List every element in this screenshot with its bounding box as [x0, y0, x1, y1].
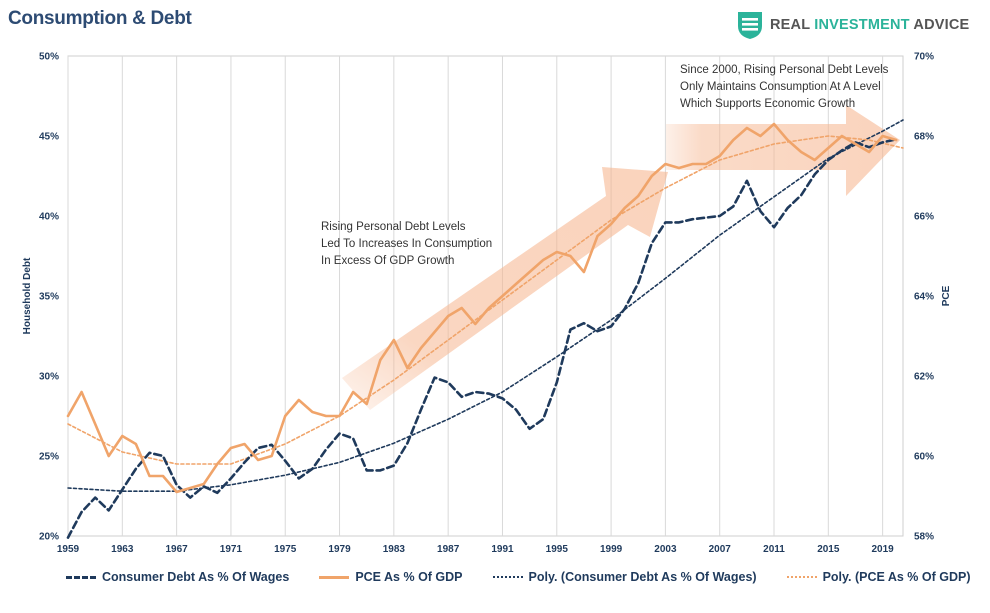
- y-right-tick-label: 68%: [914, 132, 934, 143]
- x-tick-label: 1995: [546, 544, 569, 555]
- legend-swatch: [319, 575, 350, 579]
- tick-labels: 1959 1963 1967 1971 1975 1979 1983 1987 1991 1995…: [39, 52, 934, 556]
- legend-swatch: [66, 575, 96, 579]
- x-tick-label: 1987: [437, 544, 460, 555]
- legend-item-poly-pce: Poly. (PCE As % Of GDP): [786, 570, 971, 584]
- y-left-tick-label: 25%: [39, 452, 59, 463]
- x-tick-label: 1975: [274, 544, 297, 555]
- annotation-line: Rising Personal Debt Levels: [321, 221, 466, 233]
- x-tick-label: 1967: [165, 544, 188, 555]
- y-left-tick-label: 40%: [39, 212, 59, 223]
- x-tick-label: 1979: [328, 544, 351, 555]
- annotation-line: Since 2000, Rising Personal Debt Levels: [680, 64, 889, 76]
- legend: Consumer Debt As % Of Wages PCE As % Of …: [66, 570, 971, 584]
- trend-arrow-rising: [342, 167, 668, 410]
- legend-label: Poly. (PCE As % Of GDP): [822, 570, 971, 584]
- series-line-3: [67, 119, 904, 493]
- brand-name: REAL INVESTMENT ADVICE: [770, 17, 970, 33]
- legend-item-consumer-debt: Consumer Debt As % Of Wages: [66, 570, 289, 584]
- legend-label: PCE As % Of GDP: [355, 570, 463, 584]
- annotation-line: In Excess Of GDP Growth: [321, 255, 454, 267]
- x-tick-label: 2015: [817, 544, 840, 555]
- annotation-line: Led To Increases In Consumption: [321, 238, 492, 250]
- series-line-2: [66, 122, 898, 494]
- x-tick-label: 1959: [57, 544, 80, 555]
- x-tick-label: 2003: [654, 544, 677, 555]
- legend-label: Poly. (Consumer Debt As % Of Wages): [528, 570, 757, 584]
- series-line-1: [66, 137, 898, 539]
- annotation-line: Only Maintains Consumption At A Level: [680, 81, 881, 93]
- y-right-tick-label: 64%: [914, 292, 934, 303]
- y-left-tick-label: 45%: [39, 132, 59, 143]
- series-layer: [66, 119, 904, 539]
- y-left-tick-label: 30%: [39, 372, 59, 383]
- y-right-tick-label: 70%: [914, 52, 934, 63]
- trend-arrows: [342, 105, 900, 410]
- x-tick-label: 1991: [491, 544, 514, 555]
- y-left-tick-label: 35%: [39, 292, 59, 303]
- y-left-tick-label: 20%: [39, 532, 59, 543]
- x-tick-label: 2019: [872, 544, 895, 555]
- x-tick-label: 1971: [220, 544, 243, 555]
- legend-swatch: [492, 576, 523, 578]
- x-tick-label: 2007: [709, 544, 732, 555]
- annotation-line: Which Supports Economic Growth: [680, 98, 855, 110]
- left-axis-title: Household Debt: [22, 257, 33, 334]
- x-tick-label: 1963: [111, 544, 134, 555]
- annotation-consumption: Rising Personal Debt Levels Led To Incre…: [321, 221, 492, 267]
- y-right-tick-label: 66%: [914, 212, 934, 223]
- x-tick-label: 1983: [383, 544, 406, 555]
- page-title: Consumption & Debt: [8, 8, 192, 29]
- shield-stripes-icon: [738, 12, 762, 39]
- brand-logo: REAL INVESTMENT ADVICE: [736, 10, 969, 40]
- x-tick-label: 2011: [763, 544, 785, 555]
- series-line-4: [67, 135, 904, 465]
- y-right-tick-label: 60%: [914, 452, 934, 463]
- trend-arrow-flat: [666, 105, 900, 196]
- x-tick-label: 1999: [600, 544, 623, 555]
- annotation-since-2000: Since 2000, Rising Personal Debt Levels …: [680, 64, 889, 110]
- legend-item-poly-debt: Poly. (Consumer Debt As % Of Wages): [492, 570, 757, 584]
- y-right-tick-label: 58%: [914, 532, 934, 543]
- legend-swatch: [786, 576, 817, 578]
- right-axis-title: PCE: [941, 285, 952, 306]
- y-right-tick-label: 62%: [914, 372, 934, 383]
- legend-label: Consumer Debt As % Of Wages: [102, 570, 290, 584]
- legend-item-pce: PCE As % Of GDP: [319, 570, 463, 584]
- y-left-tick-label: 50%: [39, 52, 59, 63]
